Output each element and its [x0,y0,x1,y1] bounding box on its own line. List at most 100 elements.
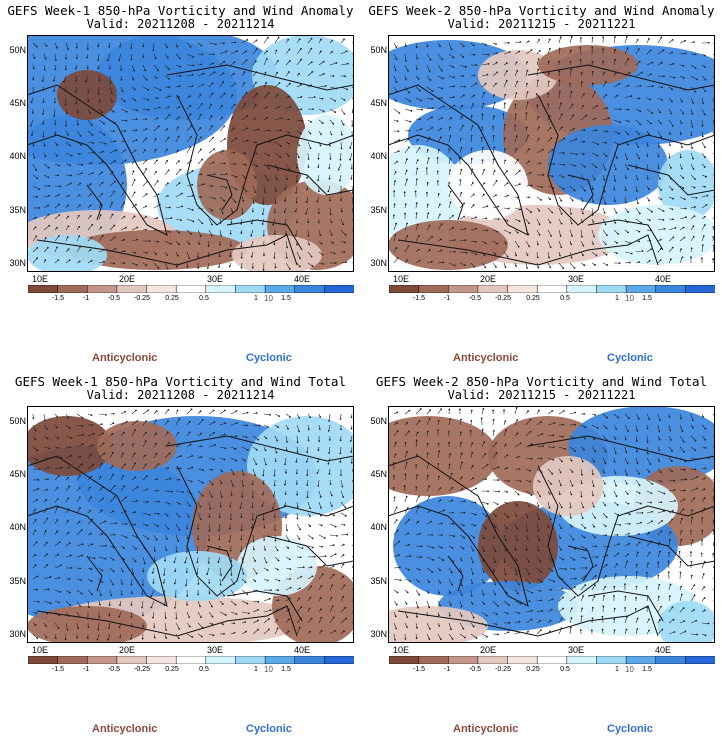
lat-label: 35N [9,205,26,215]
colorbar-tick-label: 0.5 [560,666,570,673]
lon-label: 40E [655,645,672,655]
colorbar-tick-label: -1.5 [51,295,65,302]
colorbar-center-label: 10 [625,294,634,303]
colorbar-tick-label: -1 [443,295,451,302]
lat-label: 45N [370,469,387,479]
colorbar-tick-label: -1 [82,666,90,673]
vorticity-map [388,35,715,272]
lat-label: 50N [370,416,387,426]
colorbar-tick-label: -0.5 [468,666,482,673]
colorbar-tick-label: -0.5 [107,295,121,302]
anticyclonic-label: Anticyclonic [92,352,158,364]
colorbar-center-label: 10 [264,294,273,303]
panel-title: GEFS Week-1 850-hPa Vorticity and Wind T… [14,374,347,389]
colorbar-tick-label: 1.5 [642,295,652,302]
panel-valid-dates: Valid: 20211208 - 20211214 [86,388,275,402]
colorbar-tick-label: 0.25 [526,666,540,673]
lat-label: 35N [370,576,387,586]
lon-label: 30E [568,274,585,284]
lon-label: 40E [655,274,672,284]
colorbar-tick-label: -0.25 [495,295,511,302]
panel-valid-dates: Valid: 20211215 - 20211221 [447,388,636,402]
colorbar-tick-label: -0.5 [107,666,121,673]
colorbar [28,285,354,293]
lat-label: 45N [370,98,387,108]
lat-label: 40N [9,151,26,161]
panel-title: GEFS Week-2 850-hPa Vorticity and Wind A… [368,3,715,18]
colorbar-tick-label: 1.5 [281,295,291,302]
colorbar [389,656,715,664]
colorbar-tick-label: -0.25 [134,295,150,302]
cyclonic-label: Cyclonic [246,352,292,364]
lon-label: 40E [294,274,311,284]
vorticity-map [27,35,354,272]
colorbar [389,285,715,293]
colorbar-tick-label: -1.5 [51,666,65,673]
colorbar-center-label: 10 [625,665,634,674]
colorbar-tick-label: -0.5 [468,295,482,302]
colorbar-tick-label: 1 [254,666,258,673]
lat-label: 35N [9,576,26,586]
colorbar-tick-label: -1.5 [412,666,426,673]
colorbar-tick-label: -1 [443,666,451,673]
panel-valid-dates: Valid: 20211208 - 20211214 [86,17,275,31]
colorbar-tick-label: -0.25 [495,666,511,673]
lon-label: 20E [480,645,497,655]
cyclonic-label: Cyclonic [607,723,653,735]
lon-label: 30E [207,645,224,655]
lat-label: 40N [9,522,26,532]
colorbar-tick-label: -0.25 [134,666,150,673]
lon-label: 30E [568,645,585,655]
panel-title: GEFS Week-1 850-hPa Vorticity and Wind A… [7,3,354,18]
lon-label: 20E [480,274,497,284]
lat-label: 30N [370,258,387,268]
lon-label: 20E [119,274,136,284]
lat-label: 35N [370,205,387,215]
panel-valid-dates: Valid: 20211215 - 20211221 [447,17,636,31]
cyclonic-label: Cyclonic [607,352,653,364]
colorbar-tick-label: 1 [615,666,619,673]
vorticity-map [27,406,354,643]
panel-week2-anomaly: GEFS Week-2 850-hPa Vorticity and Wind A… [361,0,722,371]
panel-week1-anomaly: GEFS Week-1 850-hPa Vorticity and Wind A… [0,0,361,371]
anticyclonic-label: Anticyclonic [92,723,158,735]
lat-label: 40N [370,522,387,532]
colorbar-tick-label: -1 [82,295,90,302]
anticyclonic-label: Anticyclonic [453,723,519,735]
panel-title: GEFS Week-2 850-hPa Vorticity and Wind T… [375,374,708,389]
colorbar-tick-label: 0.25 [526,295,540,302]
panel-week1-total: GEFS Week-1 850-hPa Vorticity and Wind T… [0,371,361,742]
lat-label: 45N [9,98,26,108]
lon-label: 10E [32,274,49,284]
lat-label: 30N [370,629,387,639]
colorbar-tick-label: -1.5 [412,295,426,302]
colorbar-tick-label: 0.5 [199,295,209,302]
lat-label: 45N [9,469,26,479]
lon-label: 10E [32,645,49,655]
colorbar-tick-label: 0.5 [560,295,570,302]
lat-label: 50N [9,416,26,426]
colorbar [28,656,354,664]
colorbar-tick-label: 1.5 [642,666,652,673]
colorbar-tick-label: 0.5 [199,666,209,673]
lon-label: 20E [119,645,136,655]
lat-label: 30N [9,629,26,639]
colorbar-tick-label: 0.25 [165,666,179,673]
lat-label: 40N [370,151,387,161]
colorbar-tick-label: 1 [254,295,258,302]
colorbar-center-label: 10 [264,665,273,674]
lon-label: 30E [207,274,224,284]
lat-label: 50N [9,45,26,55]
colorbar-tick-label: 1.5 [281,666,291,673]
anticyclonic-label: Anticyclonic [453,352,519,364]
vorticity-map [388,406,715,643]
lat-label: 30N [9,258,26,268]
cyclonic-label: Cyclonic [246,723,292,735]
colorbar-tick-label: 1 [615,295,619,302]
colorbar-tick-label: 0.25 [165,295,179,302]
lon-label: 40E [294,645,311,655]
lon-label: 10E [393,645,410,655]
panel-week2-total: GEFS Week-2 850-hPa Vorticity and Wind T… [361,371,722,742]
lon-label: 10E [393,274,410,284]
lat-label: 50N [370,45,387,55]
